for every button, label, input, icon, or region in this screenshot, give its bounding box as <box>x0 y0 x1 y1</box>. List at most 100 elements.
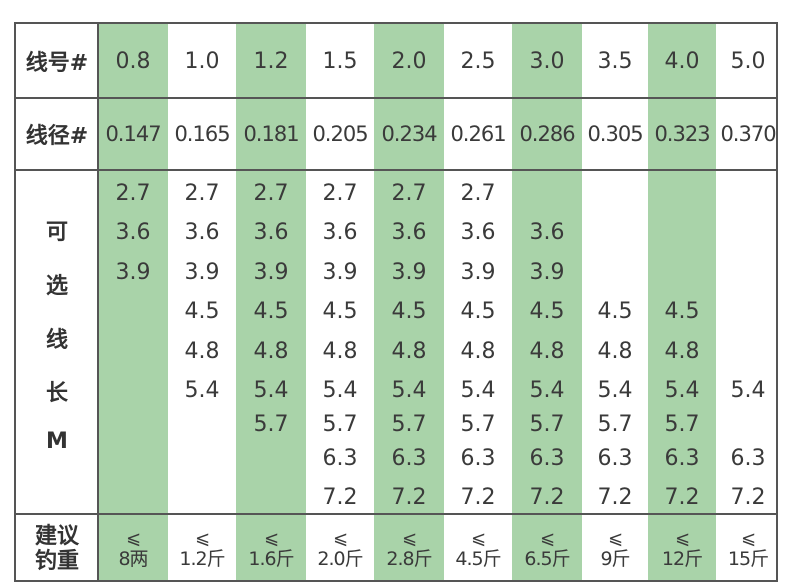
length-value: 4.5 <box>597 298 633 324</box>
length-value: 7.2 <box>322 484 358 510</box>
length-value: 4.5 <box>184 298 220 324</box>
length-value: 7.2 <box>529 484 565 510</box>
less-or-equal-symbol: ⩽ <box>470 528 486 549</box>
length-value: 6.3 <box>597 445 633 471</box>
suggested-weight-cell: ⩽ 15斤 <box>716 514 776 580</box>
length-value: 3.6 <box>184 219 220 245</box>
length-value: 7.2 <box>460 484 496 510</box>
length-value: 6.3 <box>322 445 358 471</box>
line-number-cell: 2.5 <box>460 48 496 74</box>
weight-value: 15斤 <box>727 548 769 570</box>
length-value: 4.8 <box>664 338 700 364</box>
length-value: 4.5 <box>253 298 289 324</box>
fishing-line-spec-table: 线号# 线径# 0.8 0.147 1.0 0.165 1.2 0.181 1.5 0.205 2.… <box>14 22 778 582</box>
line-number-cell: 3.5 <box>597 48 633 74</box>
weight-label-line: 钓重 <box>34 549 79 574</box>
length-label-char: 长 <box>45 381 68 407</box>
line-diameter-cell: 0.261 <box>450 122 506 146</box>
suggested-weight-cell: ⩽ 4.5斤 <box>444 514 512 580</box>
suggested-weight-cell: ⩽ 9斤 <box>582 514 648 580</box>
length-value: 5.7 <box>664 411 700 437</box>
line-diameter-cell: 0.205 <box>312 122 368 146</box>
length-value: 3.9 <box>460 259 496 285</box>
length-value: 3.6 <box>322 219 358 245</box>
weight-value: 9斤 <box>600 548 630 570</box>
line-number-cell: 3.0 <box>529 48 565 74</box>
length-value: 4.5 <box>322 298 358 324</box>
length-value: 3.6 <box>529 219 565 245</box>
length-value: 2.7 <box>391 180 427 206</box>
less-or-equal-symbol: ⩽ <box>607 528 623 549</box>
length-value: 5.4 <box>184 377 220 403</box>
line-diameter-cell: 0.181 <box>243 122 299 146</box>
length-value: 5.4 <box>529 377 565 403</box>
line-number-cell: 1.5 <box>322 48 358 74</box>
length-value: 7.2 <box>391 484 427 510</box>
weight-value: 12斤 <box>661 548 703 570</box>
length-value: 3.6 <box>253 219 289 245</box>
row-divider <box>16 97 776 99</box>
less-or-equal-symbol: ⩽ <box>263 528 279 549</box>
label-column-divider <box>97 24 99 580</box>
length-value: 2.7 <box>115 180 151 206</box>
weight-value: 1.2斤 <box>179 548 225 570</box>
line-number-cell: 2.0 <box>391 48 427 74</box>
length-value: 5.4 <box>391 377 427 403</box>
length-value: 4.5 <box>460 298 496 324</box>
weight-value: 2.8斤 <box>386 548 432 570</box>
length-value: 3.9 <box>391 259 427 285</box>
length-value: 4.5 <box>664 298 700 324</box>
length-value: 6.3 <box>529 445 565 471</box>
weight-label-line: 建议 <box>34 524 79 549</box>
weight-value: 8两 <box>118 548 148 570</box>
row-divider <box>16 513 776 515</box>
less-or-equal-symbol: ⩽ <box>740 528 756 549</box>
line-number-cell: 0.8 <box>115 48 151 74</box>
length-value: 7.2 <box>664 484 700 510</box>
length-value: 3.9 <box>115 259 151 285</box>
line-number-cell: 1.2 <box>253 48 289 74</box>
line-diameter-cell: 0.234 <box>381 122 437 146</box>
length-value: 3.9 <box>529 259 565 285</box>
length-value: 7.2 <box>730 484 766 510</box>
highlight-column-bg <box>236 24 306 580</box>
weight-value: 1.6斤 <box>248 548 294 570</box>
line-diameter-cell: 0.370 <box>720 122 776 146</box>
length-value: 2.7 <box>184 180 220 206</box>
line-diameter-cell: 0.286 <box>519 122 575 146</box>
less-or-equal-symbol: ⩽ <box>194 528 210 549</box>
length-value: 5.7 <box>391 411 427 437</box>
suggested-weight-cell: ⩽ 12斤 <box>648 514 716 580</box>
length-value: 7.2 <box>597 484 633 510</box>
length-value: 6.3 <box>730 445 766 471</box>
length-value: 4.8 <box>322 338 358 364</box>
row-divider <box>16 169 776 171</box>
length-value: 3.9 <box>184 259 220 285</box>
highlight-column-bg <box>98 24 168 580</box>
length-value: 3.6 <box>391 219 427 245</box>
less-or-equal-symbol: ⩽ <box>539 528 555 549</box>
length-value: 4.5 <box>529 298 565 324</box>
weight-value: 2.0斤 <box>317 548 363 570</box>
less-or-equal-symbol: ⩽ <box>332 528 348 549</box>
suggested-weight-label: 建议 钓重 <box>16 514 98 580</box>
length-value: 5.4 <box>253 377 289 403</box>
length-value: 3.6 <box>115 219 151 245</box>
suggested-weight-cell: ⩽ 8两 <box>98 514 168 580</box>
weight-value: 4.5斤 <box>455 548 501 570</box>
less-or-equal-symbol: ⩽ <box>674 528 690 549</box>
line-diameter-cell: 0.147 <box>105 122 161 146</box>
length-value: 3.6 <box>460 219 496 245</box>
length-value: 4.8 <box>184 338 220 364</box>
length-value: 3.9 <box>322 259 358 285</box>
suggested-weight-cell: ⩽ 1.6斤 <box>236 514 306 580</box>
weight-value: 6.5斤 <box>524 548 570 570</box>
length-value: 6.3 <box>664 445 700 471</box>
line-diameter-cell: 0.305 <box>587 122 643 146</box>
length-value: 4.8 <box>597 338 633 364</box>
length-value: 5.7 <box>597 411 633 437</box>
less-or-equal-symbol: ⩽ <box>125 528 141 549</box>
length-value: 2.7 <box>460 180 496 206</box>
line-number-cell: 1.0 <box>184 48 220 74</box>
